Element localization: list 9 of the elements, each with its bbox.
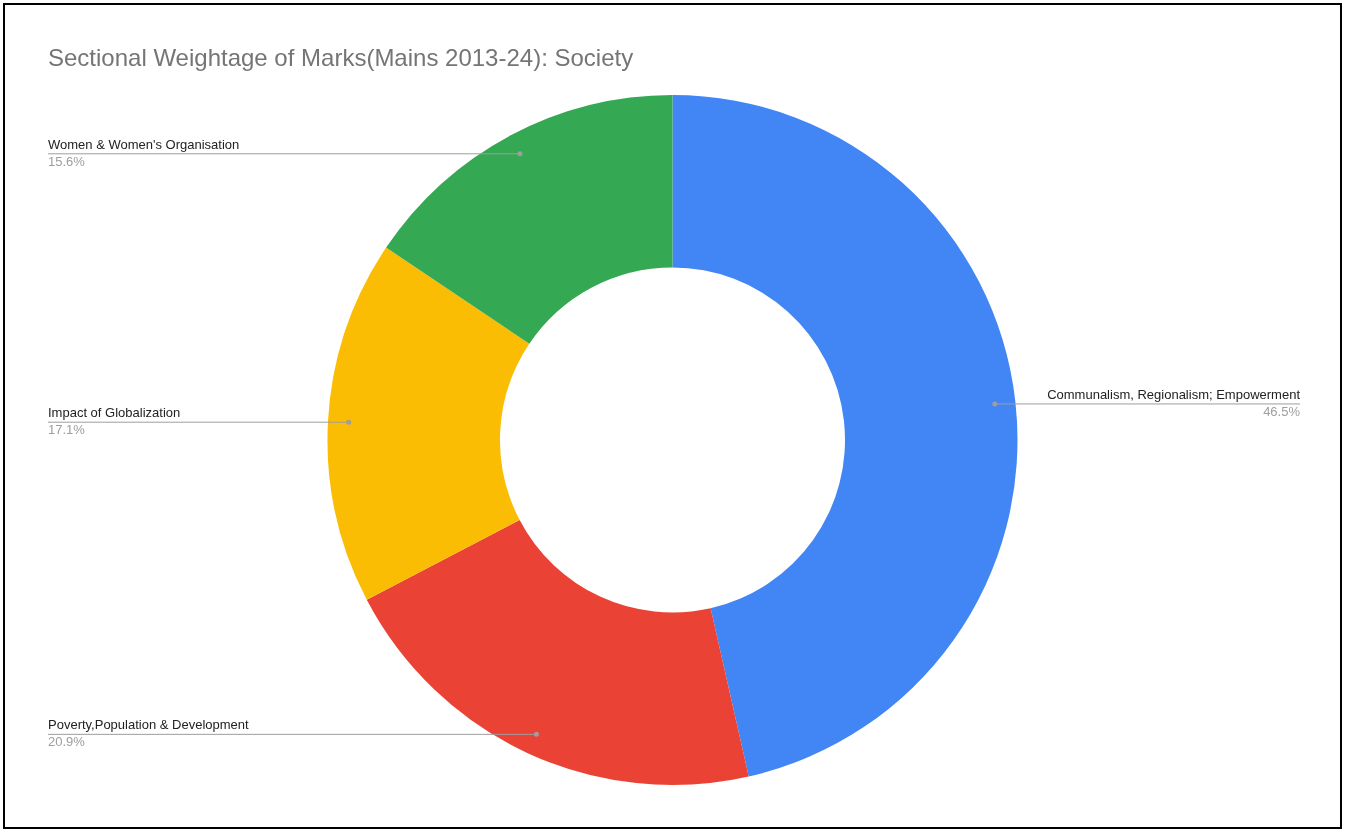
data-label: 17.1% [48,422,86,438]
data-label: 15.6% [48,153,86,169]
data-label: 46.5% [1263,404,1301,420]
slice-label: Poverty,Population & Development [48,717,250,733]
chart-title: Sectional Weightage of Marks(Mains 2013-24): Society [48,44,634,72]
data-label: 20.9% [48,734,86,750]
slice-label: Communalism, Regionalism; Empowerment [1047,387,1301,403]
slice-label: Impact of Globalization [48,405,181,421]
slice-label: Women & Women's Organisation [48,136,240,152]
